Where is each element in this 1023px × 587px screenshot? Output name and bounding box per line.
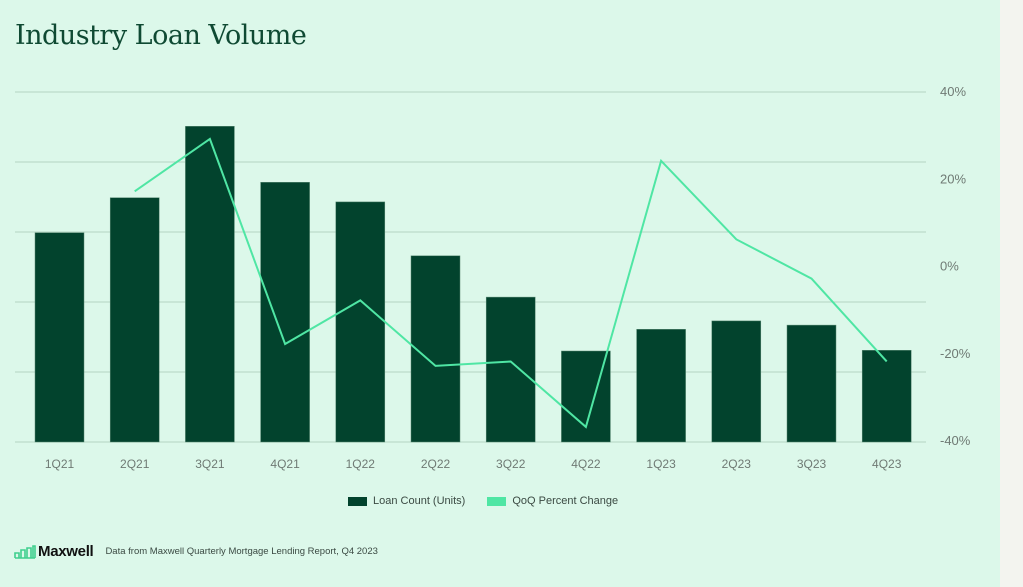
x-tick-label: 2Q23: [722, 457, 752, 471]
legend-swatch-bar: [348, 496, 367, 506]
bar-3Q21: [185, 126, 235, 443]
x-tick-label: 1Q21: [45, 457, 75, 471]
x-tick-label: 1Q22: [346, 457, 376, 471]
legend: Loan Count (Units) QoQ Percent Change: [348, 495, 618, 507]
bar-3Q23: [786, 324, 837, 443]
gridlines: [15, 91, 926, 443]
legend-label: Loan Count (Units): [373, 495, 466, 507]
x-tick-label: 2Q22: [421, 457, 451, 471]
line-series: [134, 137, 888, 429]
x-axis-labels: 1Q21 2Q21 3Q21 4Q21 1Q22 2Q22 3Q22 4Q22 1Q23 2Q23…: [45, 457, 902, 471]
bar-1Q23: [636, 329, 686, 443]
x-tick-label: 1Q23: [646, 457, 676, 471]
bar-2Q21: [109, 197, 160, 443]
x-tick-label: 4Q21: [270, 457, 300, 471]
x-tick-label: 4Q22: [571, 457, 601, 471]
source-note: Data from Maxwell Quarterly Mortgage Len…: [105, 546, 378, 557]
right-tick-label: -40%: [940, 433, 971, 448]
right-tick-label: 0%: [940, 259, 959, 274]
right-tick-label: 20%: [940, 171, 966, 186]
right-axis-labels: 40% 20% 0% -20% -40%: [940, 84, 971, 448]
x-tick-label: 3Q23: [797, 457, 827, 471]
bar-series: [34, 126, 912, 443]
bar-3Q22: [485, 296, 536, 443]
x-tick-label: 3Q21: [195, 457, 225, 471]
chart-title: Industry Loan Volume: [15, 20, 307, 51]
bar-2Q23: [711, 320, 762, 443]
footer: Maxwell Data from Maxwell Quarterly Mort…: [14, 543, 378, 560]
maxwell-logo: Maxwell: [14, 543, 94, 560]
logo-text: Maxwell: [38, 543, 94, 560]
x-tick-label: 3Q22: [496, 457, 526, 471]
legend-item-qoq-change[interactable]: QoQ Percent Change: [487, 495, 618, 507]
right-tick-label: -20%: [940, 346, 971, 361]
logo-bars-icon: [14, 544, 36, 559]
bar-4Q21: [260, 182, 310, 443]
x-tick-label: 4Q23: [872, 457, 902, 471]
right-tick-label: 40%: [940, 84, 966, 99]
bar-1Q21: [34, 232, 85, 443]
combo-chart: 1Q21 2Q21 3Q21 4Q21 1Q22 2Q22 3Q22 4Q22 1Q23 2Q23…: [15, 84, 971, 471]
bar-2Q22: [410, 255, 461, 443]
legend-swatch-line: [487, 496, 507, 506]
x-tick-label: 2Q21: [120, 457, 150, 471]
legend-item-loan-count[interactable]: Loan Count (Units): [348, 495, 465, 507]
chart-panel: Industry Loan Volume 1Q21 2Q21 3Q21 4Q21 1Q2…: [0, 0, 1000, 587]
bar-4Q23: [861, 350, 912, 443]
bar-1Q22: [335, 201, 386, 443]
legend-label: QoQ Percent Change: [512, 495, 619, 507]
